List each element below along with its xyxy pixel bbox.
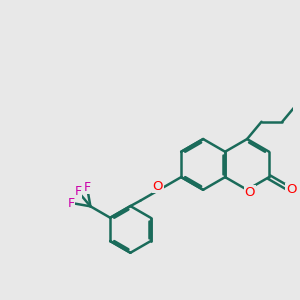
Text: F: F xyxy=(68,196,75,209)
Text: F: F xyxy=(75,185,82,198)
Text: O: O xyxy=(245,186,255,199)
Text: F: F xyxy=(83,181,91,194)
Text: O: O xyxy=(152,180,163,193)
Text: O: O xyxy=(286,183,296,196)
